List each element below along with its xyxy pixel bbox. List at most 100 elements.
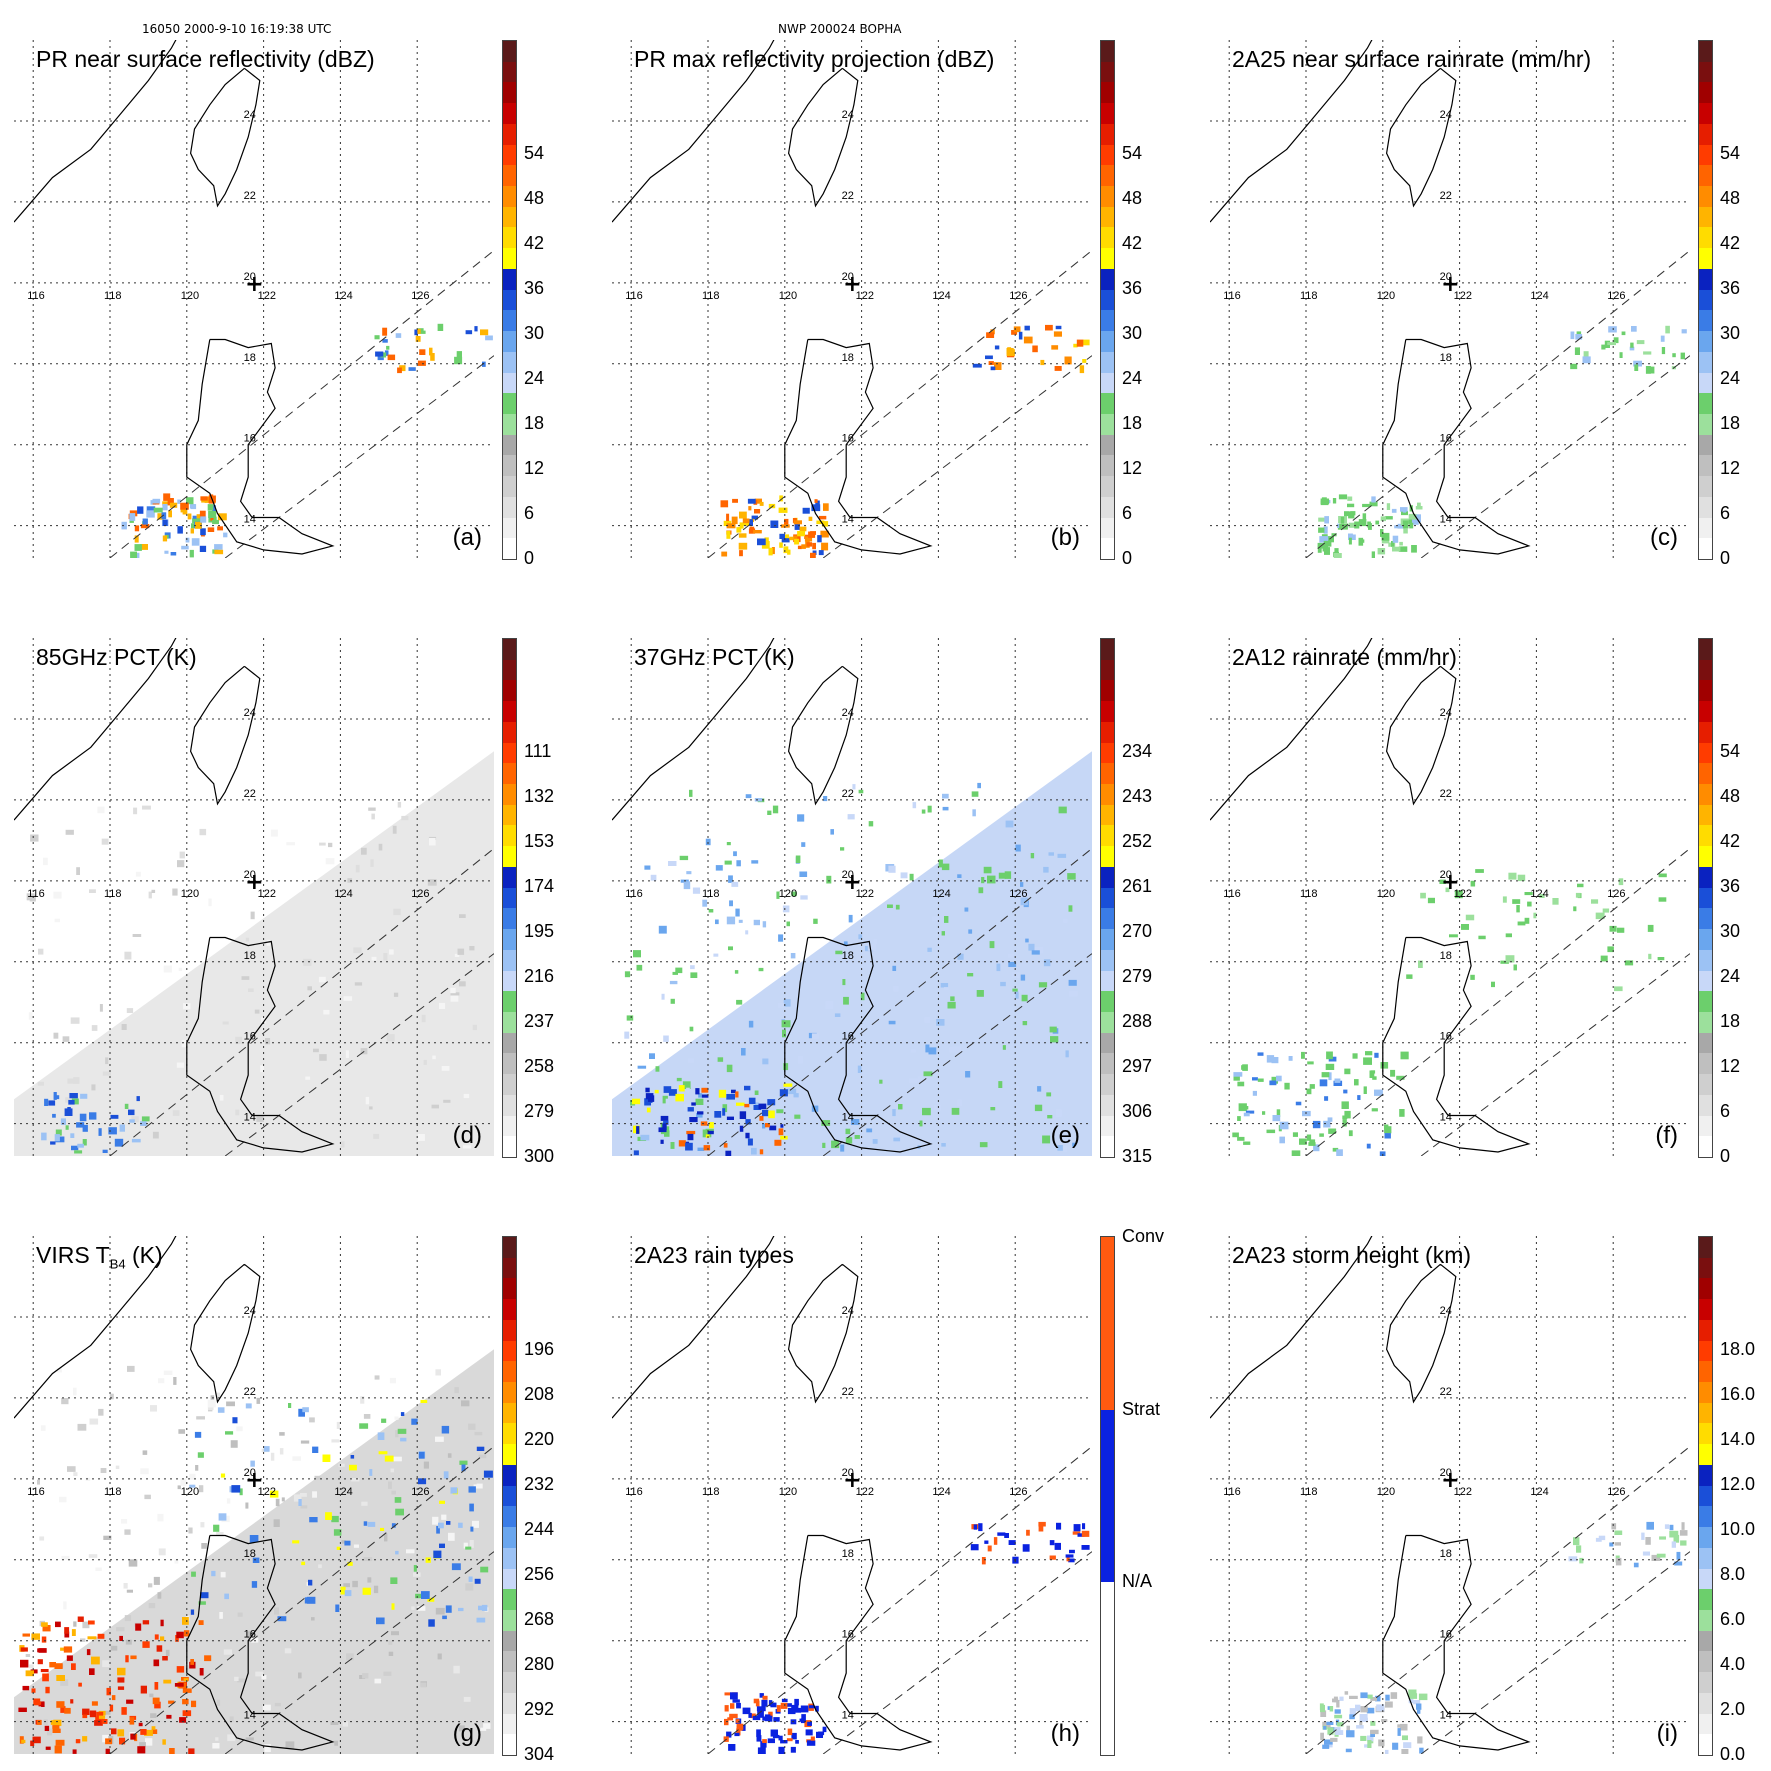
colorbar-label: 0: [1720, 1146, 1731, 1166]
colorbar-label: 12: [1720, 1055, 1741, 1076]
lat-label: 14: [244, 1710, 256, 1722]
lat-label: 14: [842, 1112, 854, 1124]
colorbar-label: 216: [524, 965, 555, 986]
colorbar-label: 132: [524, 785, 555, 806]
lon-label: 122: [1454, 290, 1472, 302]
panel-tag: (a): [452, 524, 482, 551]
map-h: 116 118 120 122 124 126 14 16 18 20 22 24 +: [612, 1236, 1092, 1754]
panel-f: 116 118 120 122 124 126 14 16 18 20 22 24 +2A12 rain…: [1210, 638, 1690, 1156]
lon-label: 124: [334, 290, 352, 302]
colorbar-label: 30: [524, 322, 545, 343]
lon-label: 120: [1377, 290, 1395, 302]
storm-center-marker: +: [1441, 1468, 1459, 1493]
panel-e: 116 118 120 122 124 126 14 16 18 20 22 24 +37GHz PCT…: [612, 638, 1092, 1156]
lon-label: 126: [411, 888, 429, 900]
colorbar-label: 270: [1122, 920, 1153, 941]
lat-label: 16: [1440, 1629, 1452, 1641]
map-i: 116 118 120 122 124 126 14 16 18 20 22 24 +: [1210, 1236, 1690, 1754]
lon-label: 122: [856, 290, 874, 302]
colorbar-label: 36: [1720, 277, 1741, 298]
storm-center-marker: +: [245, 870, 263, 895]
colorbar-label: 48: [1720, 785, 1741, 806]
lon-label: 126: [1607, 888, 1625, 900]
colorbar-label: 232: [524, 1473, 555, 1494]
lat-label: 16: [244, 1031, 256, 1043]
colorbar-label: 6: [1720, 1100, 1731, 1121]
storm-center-marker: +: [1441, 272, 1459, 297]
colorbar-i: [1698, 1236, 1713, 1756]
lat-label: 16: [244, 1629, 256, 1641]
panel-d: 116 118 120 122 124 126 14 16 18 20 22 24 +85GHz PCT…: [14, 638, 494, 1156]
panel-title: 2A23 storm height (km): [1232, 1242, 1472, 1268]
map-e: 116 118 120 122 124 126 14 16 18 20 22 24 +: [612, 638, 1092, 1156]
storm-center-marker: +: [245, 1468, 263, 1493]
colorbar-label: 48: [1720, 187, 1741, 208]
colorbar-label: 2.0: [1720, 1698, 1746, 1719]
lat-label: 22: [244, 788, 256, 800]
colorbar-label: 18: [1720, 1010, 1741, 1031]
colorbar-label: 12: [1720, 457, 1741, 478]
lon-label: 122: [1454, 1486, 1472, 1498]
colorbar-e: [1100, 638, 1115, 1158]
colorbar-b: [1100, 40, 1115, 560]
colorbar-label: 268: [524, 1608, 555, 1629]
lat-label: 20: [842, 271, 854, 283]
panel-c: 116 118 120 122 124 126 14 16 18 20 22 24 +2A25 near…: [1210, 40, 1690, 558]
lon-label: 118: [104, 290, 122, 302]
colorbar-label: 208: [524, 1383, 555, 1404]
lat-label: 14: [1440, 1112, 1452, 1124]
lon-label: 116: [27, 888, 45, 900]
lon-label: 120: [779, 1486, 797, 1498]
lon-label: 126: [1009, 1486, 1027, 1498]
lat-label: 24: [244, 707, 256, 719]
panel-i: 116 118 120 122 124 126 14 16 18 20 22 24 +2A23 stor…: [1210, 1236, 1690, 1754]
panel-tag: (c): [1650, 524, 1678, 551]
colorbar-c: [1698, 40, 1713, 560]
panel-tag: (e): [1050, 1122, 1080, 1149]
lon-label: 122: [856, 1486, 874, 1498]
colorbar-label: 261: [1122, 875, 1153, 896]
colorbar-label: 14.0: [1720, 1428, 1756, 1449]
map-a: 116 118 120 122 124 126 14 16 18 20 22 24 +: [14, 40, 494, 558]
lon-label: 118: [1300, 1486, 1318, 1498]
lat-label: 14: [244, 514, 256, 526]
colorbar-label: 6: [1720, 502, 1731, 523]
lon-label: 116: [27, 1486, 45, 1498]
colorbar-label: 24: [524, 367, 545, 388]
lon-label: 122: [1454, 888, 1472, 900]
lon-label: 118: [702, 888, 720, 900]
swath-field: [14, 1349, 494, 1754]
storm-center-marker: +: [843, 870, 861, 895]
colorbar-label: 243: [1122, 785, 1153, 806]
colorbar-label: 0: [524, 548, 535, 568]
colorbar-h: [1100, 1236, 1115, 1756]
lat-label: 20: [842, 1467, 854, 1479]
lon-label: 124: [1530, 1486, 1548, 1498]
lon-label: 116: [1223, 888, 1241, 900]
colorbar-label: 0: [1720, 548, 1731, 568]
lon-label: 116: [27, 290, 45, 302]
colorbar-label: 16.0: [1720, 1383, 1756, 1404]
lat-label: 18: [244, 950, 256, 962]
lat-label: 16: [842, 1629, 854, 1641]
map-c: 116 118 120 122 124 126 14 16 18 20 22 24 +: [1210, 40, 1690, 558]
colorbar-label: 196: [524, 1338, 555, 1359]
lon-label: 126: [1607, 290, 1625, 302]
map-g: 116 118 120 122 124 126 14 16 18 20 22 24 +: [14, 1236, 494, 1754]
panel-title: 2A23 rain types: [634, 1242, 794, 1268]
lon-label: 124: [334, 888, 352, 900]
lat-label: 20: [1440, 869, 1452, 881]
lon-label: 124: [932, 1486, 950, 1498]
lat-label: 22: [1440, 1386, 1452, 1398]
lat-label: 24: [842, 707, 854, 719]
storm-center-marker: +: [1441, 870, 1459, 895]
lat-label: 18: [244, 352, 256, 364]
lat-label: 18: [1440, 950, 1452, 962]
lat-label: 22: [842, 1386, 854, 1398]
swath-field: [612, 751, 1092, 1156]
colorbar-label: 256: [524, 1563, 555, 1584]
lon-label: 124: [1530, 290, 1548, 302]
lat-label: 14: [1440, 514, 1452, 526]
lon-label: 126: [1009, 290, 1027, 302]
panel-h: 116 118 120 122 124 126 14 16 18 20 22 24 +2A23 rain…: [612, 1236, 1092, 1754]
